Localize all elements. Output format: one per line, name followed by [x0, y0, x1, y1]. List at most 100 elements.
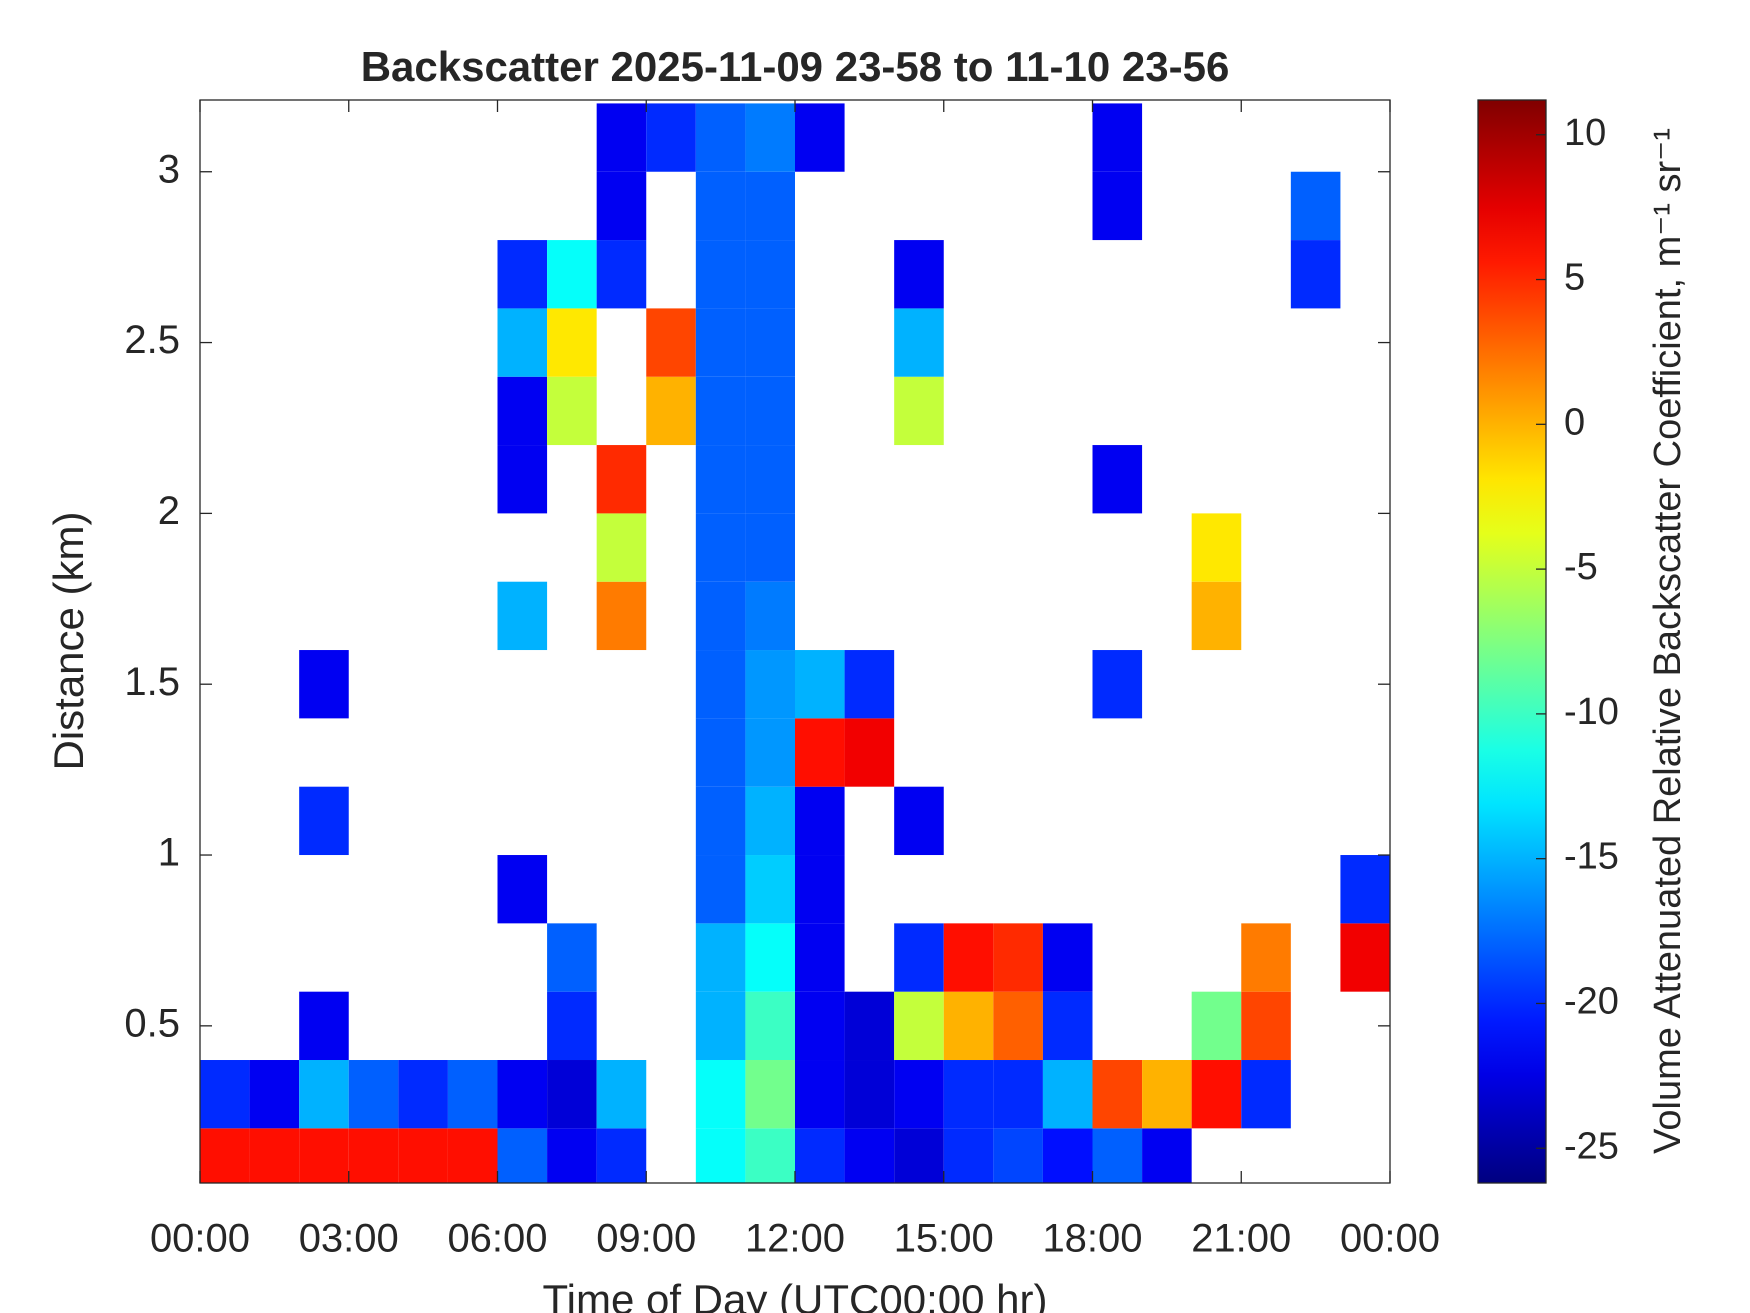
heatmap-cell: [695, 991, 746, 1061]
heatmap-cell: [596, 103, 647, 172]
heatmap-cell: [299, 650, 349, 719]
heatmap-cell: [894, 991, 944, 1061]
heatmap-cell: [1340, 855, 1390, 924]
heatmap: [200, 103, 1390, 1183]
heatmap-cell: [1191, 513, 1242, 582]
heatmap-cell: [348, 1128, 399, 1183]
heatmap-cell: [1042, 1128, 1093, 1183]
heatmap-cell: [348, 1060, 399, 1129]
heatmap-cell: [299, 786, 349, 856]
colorbar-label: Volume Attenuated Relative Backscatter C…: [1647, 128, 1689, 1154]
colorbar: [1477, 99, 1547, 1184]
heatmap-cell: [993, 1128, 1043, 1183]
heatmap-cell: [497, 855, 548, 924]
heatmap-cell: [596, 1128, 647, 1183]
heatmap-cell: [844, 718, 895, 787]
heatmap-cell: [497, 445, 548, 514]
y-tick-label: 1.5: [124, 660, 180, 704]
heatmap-cell: [695, 786, 746, 856]
heatmap-cell: [547, 991, 597, 1061]
heatmap-cell: [695, 308, 746, 377]
heatmap-cell: [795, 855, 845, 924]
heatmap-cell: [943, 1128, 994, 1183]
heatmap-cell: [695, 103, 746, 172]
y-tick-label: 3: [158, 147, 180, 191]
heatmap-cell: [745, 855, 795, 924]
y-axis-label: Distance (km): [45, 511, 92, 770]
heatmap-cell: [249, 1128, 300, 1183]
heatmap-cell: [547, 1128, 597, 1183]
colorbar-tick-label: 10: [1564, 112, 1606, 154]
heatmap-cell: [547, 376, 597, 446]
heatmap-cell: [894, 308, 944, 377]
heatmap-cell: [646, 376, 696, 446]
heatmap-cell: [596, 171, 647, 241]
heatmap-cell: [695, 855, 746, 924]
heatmap-cell: [745, 513, 795, 582]
colorbar-tick-label: -25: [1564, 1125, 1619, 1167]
heatmap-cell: [745, 171, 795, 241]
heatmap-cell: [447, 1060, 498, 1129]
heatmap-cell: [1241, 923, 1291, 992]
heatmap-cell: [1042, 923, 1093, 992]
heatmap-cell: [497, 581, 548, 651]
heatmap-cell: [1042, 991, 1093, 1061]
heatmap-cell: [1092, 445, 1143, 514]
colorbar-tick-label: -20: [1564, 980, 1619, 1022]
heatmap-cell: [894, 240, 944, 309]
heatmap-cell: [745, 650, 795, 719]
heatmap-cell: [795, 1060, 845, 1129]
heatmap-cell: [993, 923, 1043, 992]
heatmap-cell: [200, 1060, 250, 1129]
heatmap-cell: [497, 376, 548, 446]
heatmap-cell: [547, 1060, 597, 1129]
heatmap-cell: [745, 103, 795, 172]
colorbar-tick-label: -5: [1564, 546, 1598, 588]
heatmap-cell: [299, 1128, 349, 1183]
heatmap-cell: [1142, 1128, 1192, 1183]
heatmap-cell: [894, 1128, 944, 1183]
heatmap-cell: [695, 171, 746, 241]
heatmap-cell: [795, 650, 845, 719]
heatmap-cell: [1290, 171, 1341, 241]
heatmap-cell: [745, 240, 795, 309]
heatmap-cell: [795, 718, 845, 787]
heatmap-cell: [993, 1060, 1043, 1129]
heatmap-cell: [1241, 1060, 1291, 1129]
x-tick-label: 18:00: [1042, 1217, 1142, 1261]
heatmap-cell: [745, 923, 795, 992]
heatmap-cell: [695, 376, 746, 446]
heatmap-cell: [596, 445, 647, 514]
x-tick-label: 09:00: [596, 1217, 696, 1261]
x-tick-label: 12:00: [745, 1217, 845, 1261]
heatmap-cell: [695, 650, 746, 719]
heatmap-cell: [745, 1060, 795, 1129]
heatmap-cell: [1191, 991, 1242, 1061]
x-tick-label: 03:00: [299, 1217, 399, 1261]
heatmap-cell: [1241, 991, 1291, 1061]
heatmap-cell: [1340, 923, 1390, 992]
heatmap-cell: [447, 1128, 498, 1183]
heatmap-cell: [695, 923, 746, 992]
heatmap-cell: [1092, 171, 1143, 241]
heatmap-cell: [497, 1060, 548, 1129]
heatmap-cell: [398, 1060, 448, 1129]
heatmap-cell: [1191, 581, 1242, 651]
heatmap-cell: [745, 786, 795, 856]
colorbar-tick-label: -15: [1564, 836, 1619, 878]
heatmap-cell: [1042, 1060, 1093, 1129]
heatmap-cell: [596, 240, 647, 309]
heatmap-cell: [745, 445, 795, 514]
heatmap-cell: [795, 991, 845, 1061]
heatmap-cell: [1092, 650, 1143, 719]
heatmap-cell: [596, 1060, 647, 1129]
heatmap-cell: [844, 991, 895, 1061]
heatmap-cell: [943, 991, 994, 1061]
heatmap-cell: [596, 581, 647, 651]
heatmap-cell: [795, 1128, 845, 1183]
heatmap-cell: [795, 923, 845, 992]
heatmap-cell: [795, 103, 845, 172]
x-tick-label: 15:00: [894, 1217, 994, 1261]
heatmap-cell: [745, 1128, 795, 1183]
